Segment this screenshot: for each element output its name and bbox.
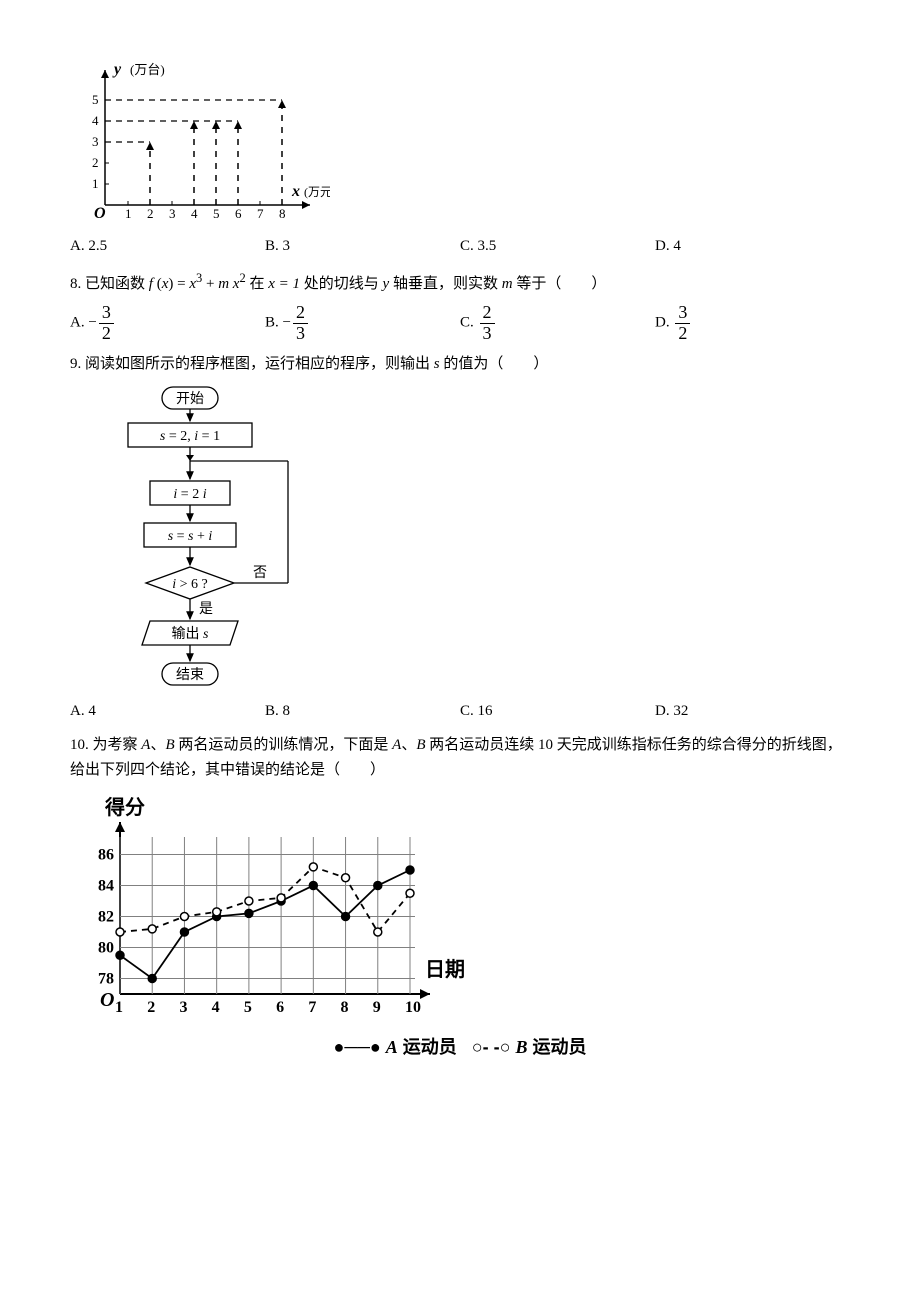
option-C: C. 23 bbox=[460, 303, 655, 344]
option-B: B. 3 bbox=[265, 234, 460, 260]
svg-text:6: 6 bbox=[276, 999, 284, 1016]
svg-text:6: 6 bbox=[235, 206, 242, 221]
svg-text:4: 4 bbox=[92, 113, 99, 128]
svg-text:10: 10 bbox=[405, 999, 421, 1016]
flow-no: 否 bbox=[253, 566, 267, 581]
svg-text:9: 9 bbox=[373, 999, 381, 1016]
option-D: D. 32 bbox=[655, 303, 850, 344]
svg-text:s = s + i: s = s + i bbox=[168, 529, 213, 544]
svg-text:(万台): (万台) bbox=[130, 62, 165, 77]
svg-text:5: 5 bbox=[213, 206, 220, 221]
svg-text:80: 80 bbox=[98, 939, 114, 956]
svg-text:78: 78 bbox=[98, 970, 114, 987]
svg-text:O: O bbox=[94, 205, 106, 222]
svg-text:7: 7 bbox=[308, 999, 316, 1016]
svg-text:3: 3 bbox=[169, 206, 176, 221]
svg-text:x: x bbox=[291, 183, 300, 200]
svg-text:4: 4 bbox=[212, 999, 220, 1016]
svg-text:1: 1 bbox=[115, 999, 123, 1016]
svg-text:86: 86 bbox=[98, 846, 114, 863]
svg-text:i = 2 i: i = 2 i bbox=[173, 487, 206, 502]
svg-text:s = 2, i = 1: s = 2, i = 1 bbox=[160, 429, 220, 444]
q7-chart: O y (万台) x (万元) 1 2 3 4 5 6 7 8 1 2 3 4 … bbox=[70, 60, 850, 230]
svg-text:得分: 得分 bbox=[104, 795, 145, 819]
option-D: D. 4 bbox=[655, 234, 850, 260]
svg-text:O: O bbox=[100, 989, 114, 1011]
svg-text:y: y bbox=[112, 61, 122, 78]
q10-chart: 得分 日期 O 12345678910 7880828486 ●──● A A … bbox=[70, 794, 850, 1063]
option-A: A. −32 bbox=[70, 303, 265, 344]
svg-text:2: 2 bbox=[147, 999, 155, 1016]
flow-yes: 是 bbox=[199, 602, 213, 617]
svg-text:3: 3 bbox=[179, 999, 187, 1016]
q10-text: 10. 为考察 A、B 两名运动员的训练情况，下面是 A、B 两名运动员连续 1… bbox=[70, 733, 850, 784]
q9-options: A. 4 B. 8 C. 16 D. 32 bbox=[70, 699, 850, 725]
option-A: A. 4 bbox=[70, 699, 265, 725]
flow-end: 结束 bbox=[176, 667, 204, 683]
svg-text:8: 8 bbox=[341, 999, 349, 1016]
svg-text:3: 3 bbox=[92, 134, 99, 149]
svg-text:4: 4 bbox=[191, 206, 198, 221]
q9-text: 9. 阅读如图所示的程序框图，运行相应的程序，则输出 s 的值为（ ） bbox=[70, 352, 850, 378]
svg-text:日期: 日期 bbox=[425, 958, 465, 981]
opt-val: 4 bbox=[673, 238, 681, 254]
flowchart: 开始 s = 2, i = 1 i = 2 i s = s + i i > 6 … bbox=[100, 383, 850, 693]
flow-start: 开始 bbox=[176, 391, 204, 407]
q8-options: A. −32 B. −23 C. 23 D. 32 bbox=[70, 303, 850, 344]
opt-val: 3.5 bbox=[478, 238, 497, 254]
opt-val: 3 bbox=[283, 238, 291, 254]
svg-text:1: 1 bbox=[125, 206, 132, 221]
svg-text:5: 5 bbox=[92, 92, 99, 107]
svg-text:5: 5 bbox=[244, 999, 252, 1016]
q8-text: 8. 已知函数 f (x) = x3 + m x2 在 x = 1 处的切线与 … bbox=[70, 268, 850, 298]
chart-legend: ●──● A A 运动员运动员 ○- -○ B 运动员 bbox=[70, 1032, 850, 1063]
svg-text:1: 1 bbox=[92, 176, 99, 191]
option-A: A. 2.5 bbox=[70, 234, 265, 260]
svg-text:8: 8 bbox=[279, 206, 286, 221]
q7-options: A. 2.5 B. 3 C. 3.5 D. 4 bbox=[70, 234, 850, 260]
option-C: C. 16 bbox=[460, 699, 655, 725]
svg-text:(万元): (万元) bbox=[304, 185, 330, 199]
option-D: D. 32 bbox=[655, 699, 850, 725]
svg-text:84: 84 bbox=[98, 877, 114, 894]
svg-text:i > 6 ?: i > 6 ? bbox=[172, 577, 208, 592]
svg-text:2: 2 bbox=[147, 206, 154, 221]
option-C: C. 3.5 bbox=[460, 234, 655, 260]
svg-text:2: 2 bbox=[92, 155, 99, 170]
svg-text:7: 7 bbox=[257, 206, 264, 221]
svg-text:82: 82 bbox=[98, 908, 114, 925]
opt-val: 2.5 bbox=[88, 238, 107, 254]
option-B: B. 8 bbox=[265, 699, 460, 725]
svg-text:输出 s: 输出 s bbox=[172, 626, 210, 642]
option-B: B. −23 bbox=[265, 303, 460, 344]
